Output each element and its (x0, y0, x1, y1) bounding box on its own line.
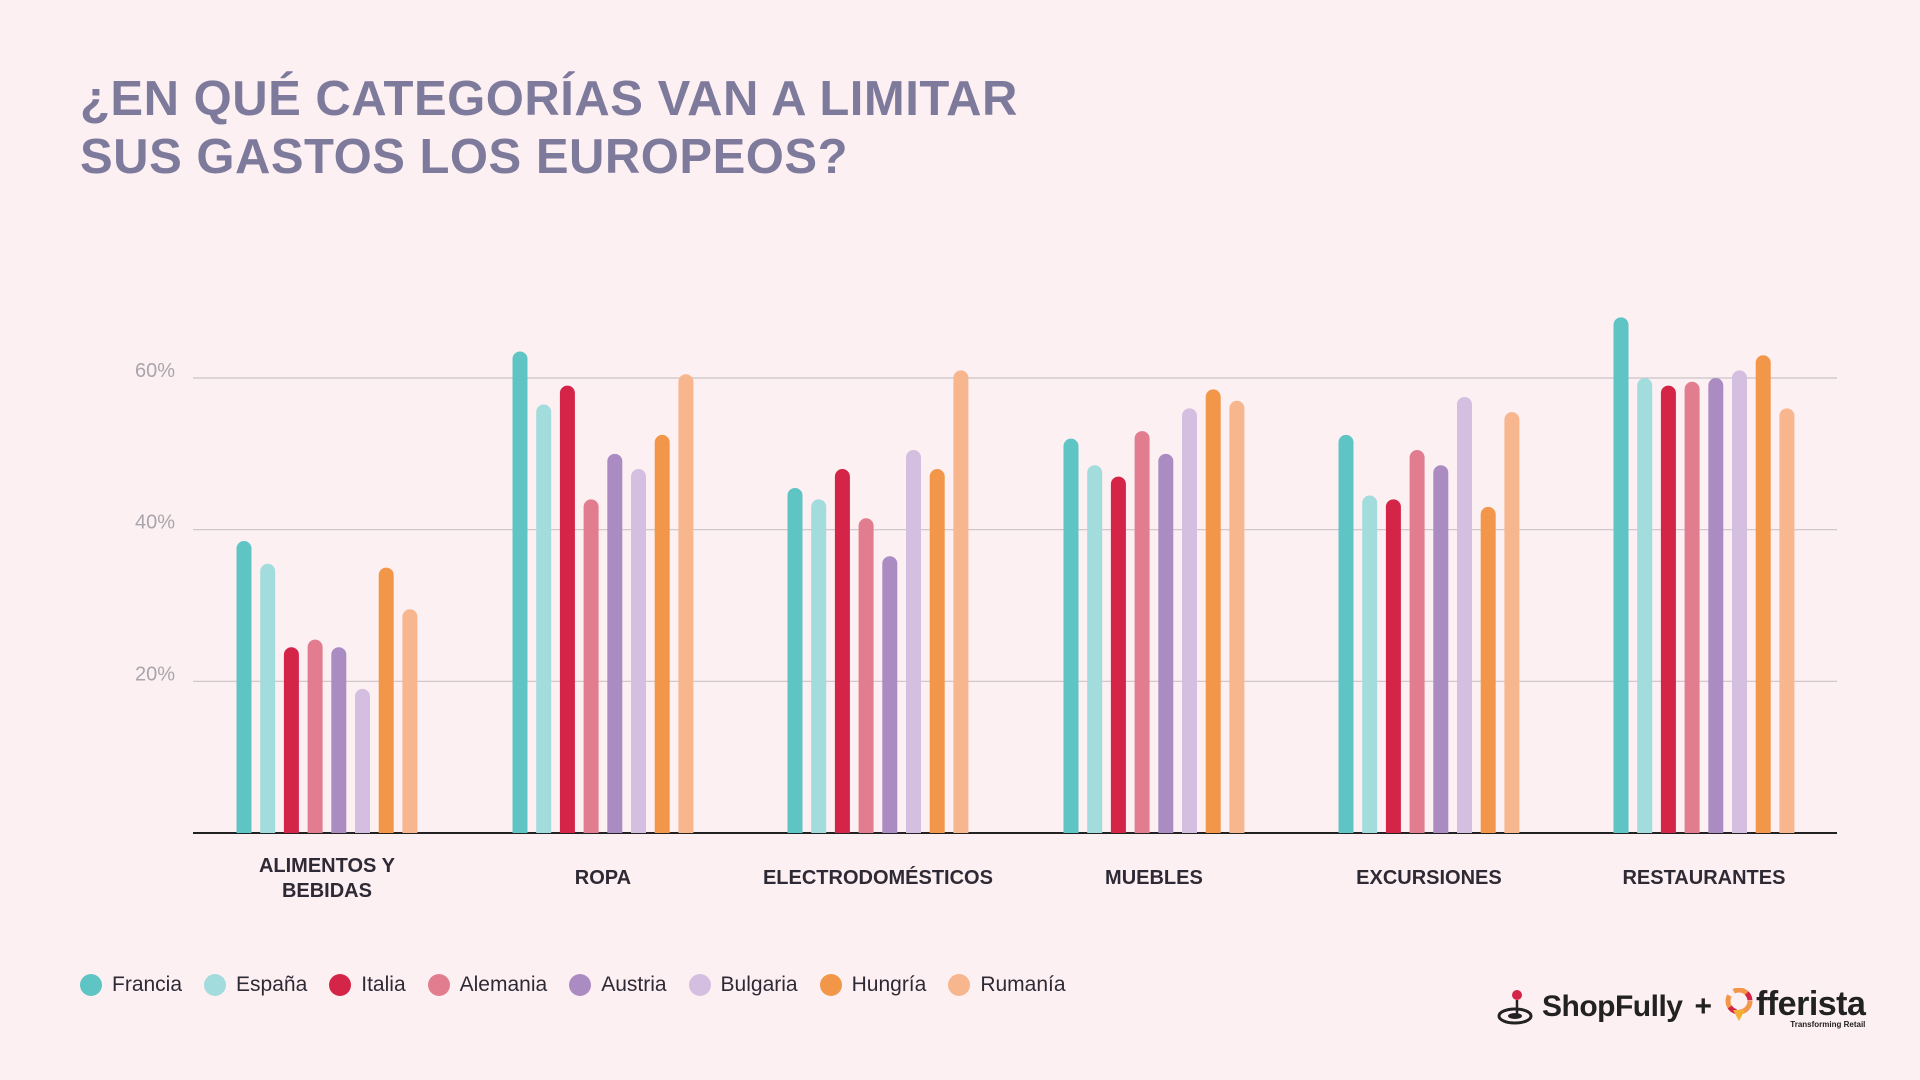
bar (512, 351, 528, 833)
bar (906, 450, 921, 833)
bar (1409, 450, 1425, 833)
bar (1362, 495, 1378, 833)
chart-title-line-2: SUS GASTOS LOS EUROPEOS? (80, 130, 849, 184)
shopfully-wordmark: ShopFully (1542, 990, 1683, 1023)
bar (1063, 438, 1079, 833)
bar (1134, 431, 1150, 833)
brand-logos: ShopFully + fferista Transforming Retail (1496, 985, 1866, 1029)
legend-swatch (329, 974, 352, 996)
bar (607, 453, 623, 833)
legend-swatch (80, 974, 102, 996)
bar (1205, 389, 1221, 833)
x-category-label: EXCURSIONES (1356, 867, 1502, 889)
chart-legend: Francia España Italia Alemania Austria Bulgar… (80, 973, 1088, 997)
legend-label: Bulgaria (720, 973, 798, 996)
bar (929, 469, 945, 833)
bar (402, 609, 418, 833)
bar (1457, 396, 1472, 833)
bar (583, 499, 599, 833)
bar (631, 469, 646, 833)
bar (355, 688, 370, 833)
bar (559, 385, 575, 833)
y-tick-label: 20% (135, 663, 175, 685)
legend-label: Rumanía (980, 973, 1066, 996)
legend-item: Bulgaria (688, 973, 798, 997)
legend-label: Alemania (459, 973, 548, 996)
offerista-logo: fferista Transforming Retail (1724, 985, 1866, 1029)
x-category-label: ROPA (575, 867, 631, 889)
legend-swatch (819, 974, 842, 996)
bar (1732, 370, 1747, 833)
y-tick-label: 40% (135, 512, 175, 534)
chart-title-line-1: ¿EN QUÉ CATEGORÍAS VAN A LIMITAR (80, 72, 1018, 126)
bar (1779, 408, 1795, 833)
bar (236, 541, 252, 833)
bar (1385, 499, 1401, 833)
bar (378, 567, 394, 833)
legend-label: Italia (361, 973, 406, 996)
bar (1110, 476, 1126, 833)
bar (1504, 412, 1520, 833)
x-category-label: ALIMENTOS Y (259, 855, 396, 877)
legend-item: Italia (329, 973, 406, 997)
bar-chart: 20% 40% 60% ALIMENTOS Y BEBIDAS ROPA ELECTRODO… (135, 317, 1837, 902)
chart-title: ¿EN QUÉ CATEGORÍAS VAN A LIMITAR SUS GAS… (80, 70, 1018, 186)
legend-swatch (569, 974, 592, 996)
legend-label: Hungría (851, 973, 927, 996)
bar (536, 404, 552, 833)
bar (1613, 317, 1629, 833)
plus-sign: + (1694, 990, 1713, 1023)
bar (882, 556, 898, 833)
bar (1637, 378, 1653, 833)
legend-item: Francia (80, 973, 182, 997)
legend-item: Hungría (819, 973, 927, 997)
bar (331, 647, 347, 833)
x-category-label: RESTAURANTES (1622, 867, 1785, 889)
bar (834, 469, 850, 833)
bar (283, 647, 299, 833)
legend-swatch (948, 974, 971, 996)
bar (260, 563, 276, 833)
offerista-tagline: Transforming Retail (1790, 1020, 1866, 1029)
bar (1229, 400, 1245, 833)
y-tick-label: 60% (135, 360, 175, 382)
legend-item: España (204, 973, 307, 997)
bar (1338, 434, 1354, 833)
legend-label: España (236, 973, 308, 996)
bar (1684, 381, 1700, 833)
legend-swatch (427, 974, 450, 996)
bar (787, 487, 803, 833)
shopfully-logo-icon (1496, 988, 1534, 1026)
x-category-label: BEBIDAS (282, 880, 372, 902)
legend-swatch (688, 974, 711, 996)
legend-label: Austria (601, 973, 667, 996)
bar (1182, 408, 1197, 833)
bar (1433, 465, 1449, 833)
bar (811, 499, 827, 833)
bar (1087, 465, 1103, 833)
bar (1755, 355, 1771, 833)
bar (1708, 378, 1724, 833)
bar (307, 639, 323, 833)
bar (1660, 385, 1676, 833)
offerista-pin-icon (1725, 987, 1753, 1021)
bar (678, 374, 694, 833)
legend-label: Francia (112, 973, 183, 996)
bar (1480, 506, 1496, 833)
bar (1158, 453, 1174, 833)
bar (858, 518, 874, 833)
x-category-label: ELECTRODOMÉSTICOS (763, 866, 993, 889)
bar (654, 434, 670, 833)
x-category-label: MUEBLES (1105, 867, 1203, 889)
legend-swatch (204, 974, 227, 996)
legend-item: Rumanía (948, 973, 1066, 997)
legend-item: Alemania (427, 973, 548, 997)
offerista-wordmark: fferista (1756, 985, 1866, 1023)
legend-item: Austria (569, 973, 667, 997)
bar (953, 370, 969, 833)
